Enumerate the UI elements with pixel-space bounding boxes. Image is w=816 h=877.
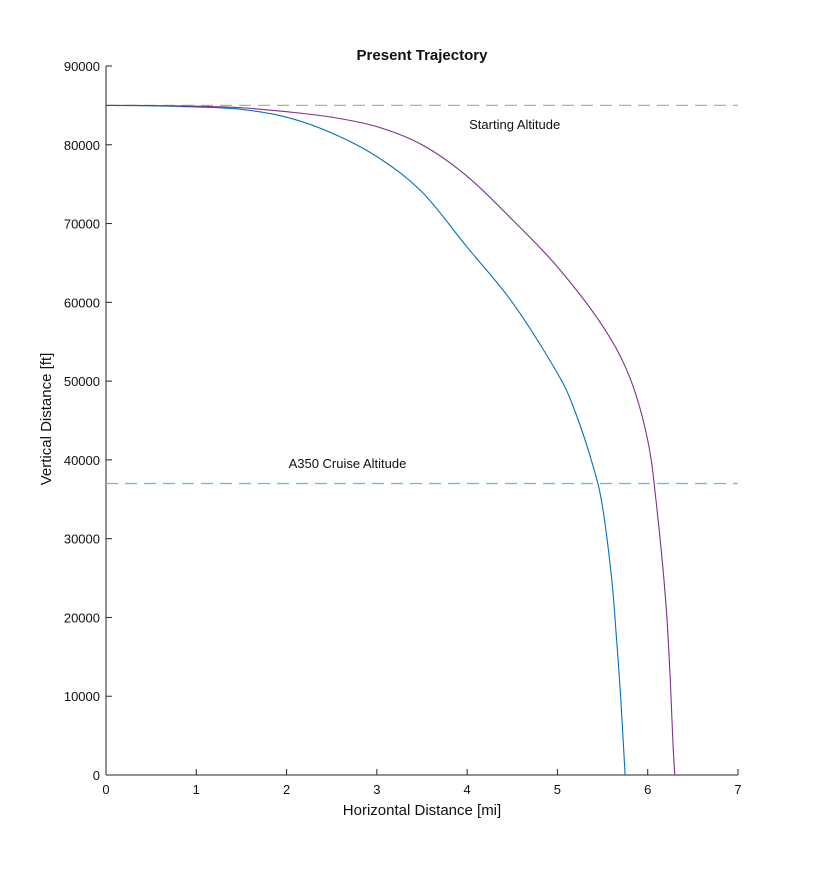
y-tick-label: 10000 [64, 689, 100, 704]
y-tick-label: 50000 [64, 374, 100, 389]
trajectory-series-line [105, 104, 626, 776]
y-axis-title: Vertical Distance [ft] [38, 353, 55, 486]
y-tick-label: 90000 [64, 59, 100, 74]
x-tick-label: 5 [554, 782, 561, 797]
y-tick-label: 70000 [64, 217, 100, 232]
x-tick-label: 7 [734, 782, 741, 797]
trajectory-series-line [105, 104, 676, 776]
y-tick-label: 80000 [64, 138, 100, 153]
y-tick-label: 30000 [64, 532, 100, 547]
y-tick-label: 60000 [64, 295, 100, 310]
chart-title: Present Trajectory [357, 47, 489, 64]
y-tick-label: 0 [93, 768, 100, 783]
x-tick-label: 1 [193, 782, 200, 797]
x-tick-label: 2 [283, 782, 290, 797]
reference-line-label: Starting Altitude [469, 117, 560, 132]
plot-layer: 0 1 2 3 4 5 6 7 0 10000 20000 30000 40000 50000 60000 7… [64, 59, 742, 797]
x-tick-label: 4 [464, 782, 471, 797]
y-tick-label: 40000 [64, 453, 100, 468]
x-tick-label: 3 [373, 782, 380, 797]
reference-line-label: A350 Cruise Altitude [289, 456, 407, 471]
x-tick-label: 0 [102, 782, 109, 797]
y-tick-label: 20000 [64, 610, 100, 625]
x-tick-label: 6 [644, 782, 651, 797]
x-axis-title: Horizontal Distance [mi] [343, 802, 501, 819]
